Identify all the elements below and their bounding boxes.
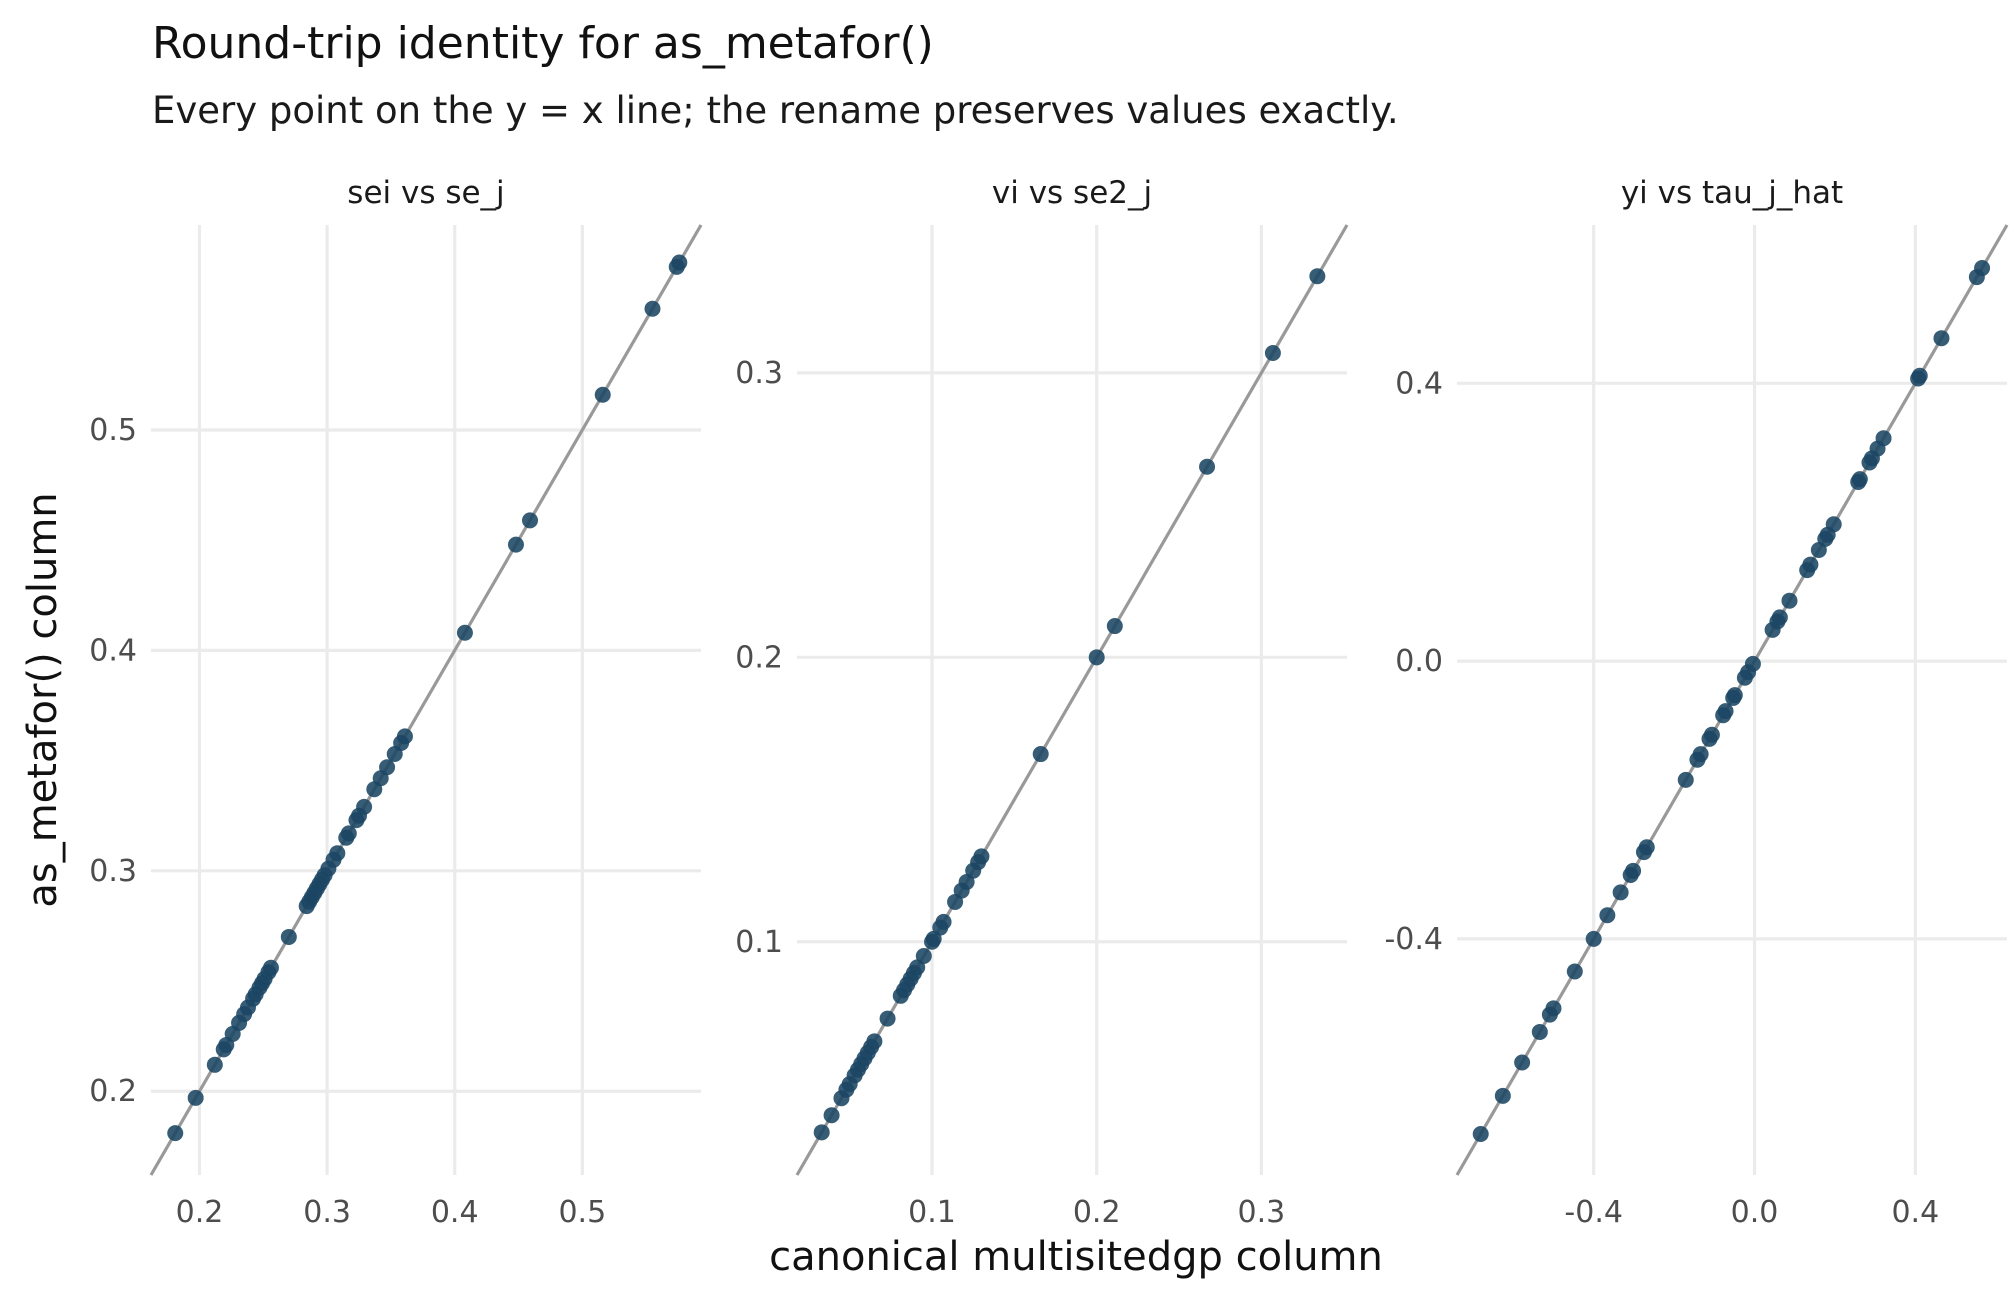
- data-point: [973, 848, 990, 865]
- data-point: [187, 1089, 204, 1106]
- data-point: [1703, 726, 1720, 743]
- data-point: [1851, 471, 1868, 488]
- data-point: [262, 959, 279, 976]
- y-tick-label: 0.4: [89, 633, 137, 668]
- data-point: [1726, 687, 1743, 704]
- facet-strip-label: vi vs se2_j: [992, 175, 1152, 211]
- data-point: [915, 947, 932, 964]
- x-tick-label: 0.3: [1238, 1195, 1286, 1230]
- x-axis-title: canonical multisitedgp column: [769, 1234, 1383, 1280]
- data-point: [1494, 1087, 1511, 1104]
- x-tick-label: 0.2: [1073, 1195, 1121, 1230]
- chart-subtitle: Every point on the y = x line; the renam…: [152, 89, 1399, 132]
- data-point: [456, 624, 473, 641]
- y-tick-label: 0.2: [89, 1074, 137, 1109]
- data-point: [356, 798, 373, 815]
- data-point: [1875, 430, 1892, 447]
- data-point: [866, 1033, 883, 1050]
- data-point: [396, 728, 413, 745]
- data-point: [813, 1124, 830, 1141]
- facet-panel-3: yi vs tau_j_hat -0.4 0.0 0.4 -0.4 0.0 0.4: [1384, 175, 2009, 1230]
- facet-panel-2: vi vs se2_j 0.1 0.2 0.3 0.1 0.2 0.3: [735, 175, 1349, 1230]
- data-point: [206, 1056, 223, 1073]
- data-point: [1974, 260, 1991, 277]
- facet-strip-label: sei vs se_j: [347, 175, 504, 211]
- y-tick-label: 0.4: [1395, 366, 1443, 401]
- facet-strip-label: yi vs tau_j_hat: [1621, 175, 1843, 211]
- data-point: [594, 386, 611, 403]
- data-point: [1625, 862, 1642, 879]
- x-tick-label: 0.0: [1731, 1195, 1779, 1230]
- data-point: [1612, 884, 1629, 901]
- data-point: [1566, 963, 1583, 980]
- x-tick-label: 0.5: [558, 1195, 606, 1230]
- x-tick-label: 0.2: [176, 1195, 224, 1230]
- data-point: [1638, 839, 1655, 856]
- data-point: [671, 254, 688, 271]
- data-point: [1717, 703, 1734, 720]
- data-point: [1771, 609, 1788, 626]
- y-tick-label: -0.4: [1384, 922, 1443, 957]
- data-point: [1199, 458, 1216, 475]
- y-tick-label: 0.0: [1395, 644, 1443, 679]
- y-tick-label: 0.1: [735, 925, 783, 960]
- data-point: [167, 1125, 184, 1142]
- x-tick-label: 0.3: [303, 1195, 351, 1230]
- data-point: [1911, 367, 1928, 384]
- data-point: [1531, 1023, 1548, 1040]
- data-point: [1264, 344, 1281, 361]
- data-point: [1585, 930, 1602, 947]
- y-tick-label: 0.5: [89, 413, 137, 448]
- data-point: [1309, 268, 1326, 285]
- x-tick-label: 0.1: [908, 1195, 956, 1230]
- x-tick-label: 0.4: [1891, 1195, 1939, 1230]
- data-point: [507, 536, 524, 553]
- data-point: [1472, 1126, 1489, 1143]
- data-point: [1677, 771, 1694, 788]
- data-point: [1032, 746, 1049, 763]
- data-point: [1933, 330, 1950, 347]
- data-point: [823, 1107, 840, 1124]
- chart-title: Round-trip identity for as_metafor(): [152, 18, 934, 69]
- data-point: [879, 1010, 896, 1027]
- y-tick-label: 0.3: [735, 356, 783, 391]
- data-point: [644, 300, 661, 317]
- data-point: [1514, 1054, 1531, 1071]
- facet-panels: sei vs se_j 0.2 0.3 0.4 0.5 0.2 0.3 0.4 0.5 vi vs…: [89, 175, 2009, 1230]
- data-point: [329, 845, 346, 862]
- data-point: [1106, 618, 1123, 635]
- data-point: [1088, 649, 1105, 666]
- data-point: [1545, 1000, 1562, 1017]
- x-tick-label: -0.4: [1564, 1195, 1623, 1230]
- data-point: [935, 913, 952, 930]
- facet-panel-1: sei vs se_j 0.2 0.3 0.4 0.5 0.2 0.3 0.4 0.5: [89, 175, 703, 1230]
- data-point: [1744, 655, 1761, 672]
- data-point: [340, 825, 357, 842]
- data-point: [379, 759, 396, 776]
- data-point: [1802, 556, 1819, 573]
- data-point: [1692, 746, 1709, 763]
- data-point: [1825, 516, 1842, 533]
- data-point: [280, 928, 297, 945]
- y-axis-title: as_metafor() column: [20, 492, 66, 907]
- data-point: [1781, 592, 1798, 609]
- data-point: [1599, 907, 1616, 924]
- data-point: [522, 512, 539, 529]
- y-tick-label: 0.2: [735, 640, 783, 675]
- y-tick-label: 0.3: [89, 854, 137, 889]
- x-tick-label: 0.4: [431, 1195, 479, 1230]
